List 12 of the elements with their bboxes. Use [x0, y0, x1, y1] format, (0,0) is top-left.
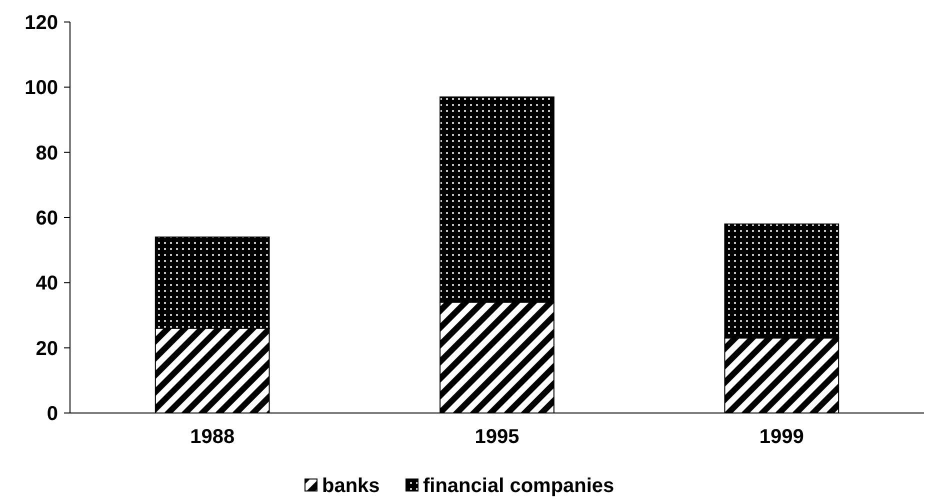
y-tick-label: 100 [24, 77, 58, 100]
x-tick-label: 1995 [474, 426, 520, 448]
y-tick-label: 0 [46, 403, 58, 425]
y-tick-label: 40 [36, 272, 58, 295]
legend-label: financial companies [423, 475, 614, 497]
y-tick-label: 120 [24, 12, 58, 34]
legend-label: banks [322, 475, 380, 497]
y-tick-label: 60 [36, 208, 58, 230]
x-tick-label: 1999 [759, 426, 804, 448]
y-tick-label: 80 [36, 142, 58, 164]
y-tick-label: 20 [36, 338, 58, 360]
x-tick-label: 1988 [190, 426, 235, 448]
